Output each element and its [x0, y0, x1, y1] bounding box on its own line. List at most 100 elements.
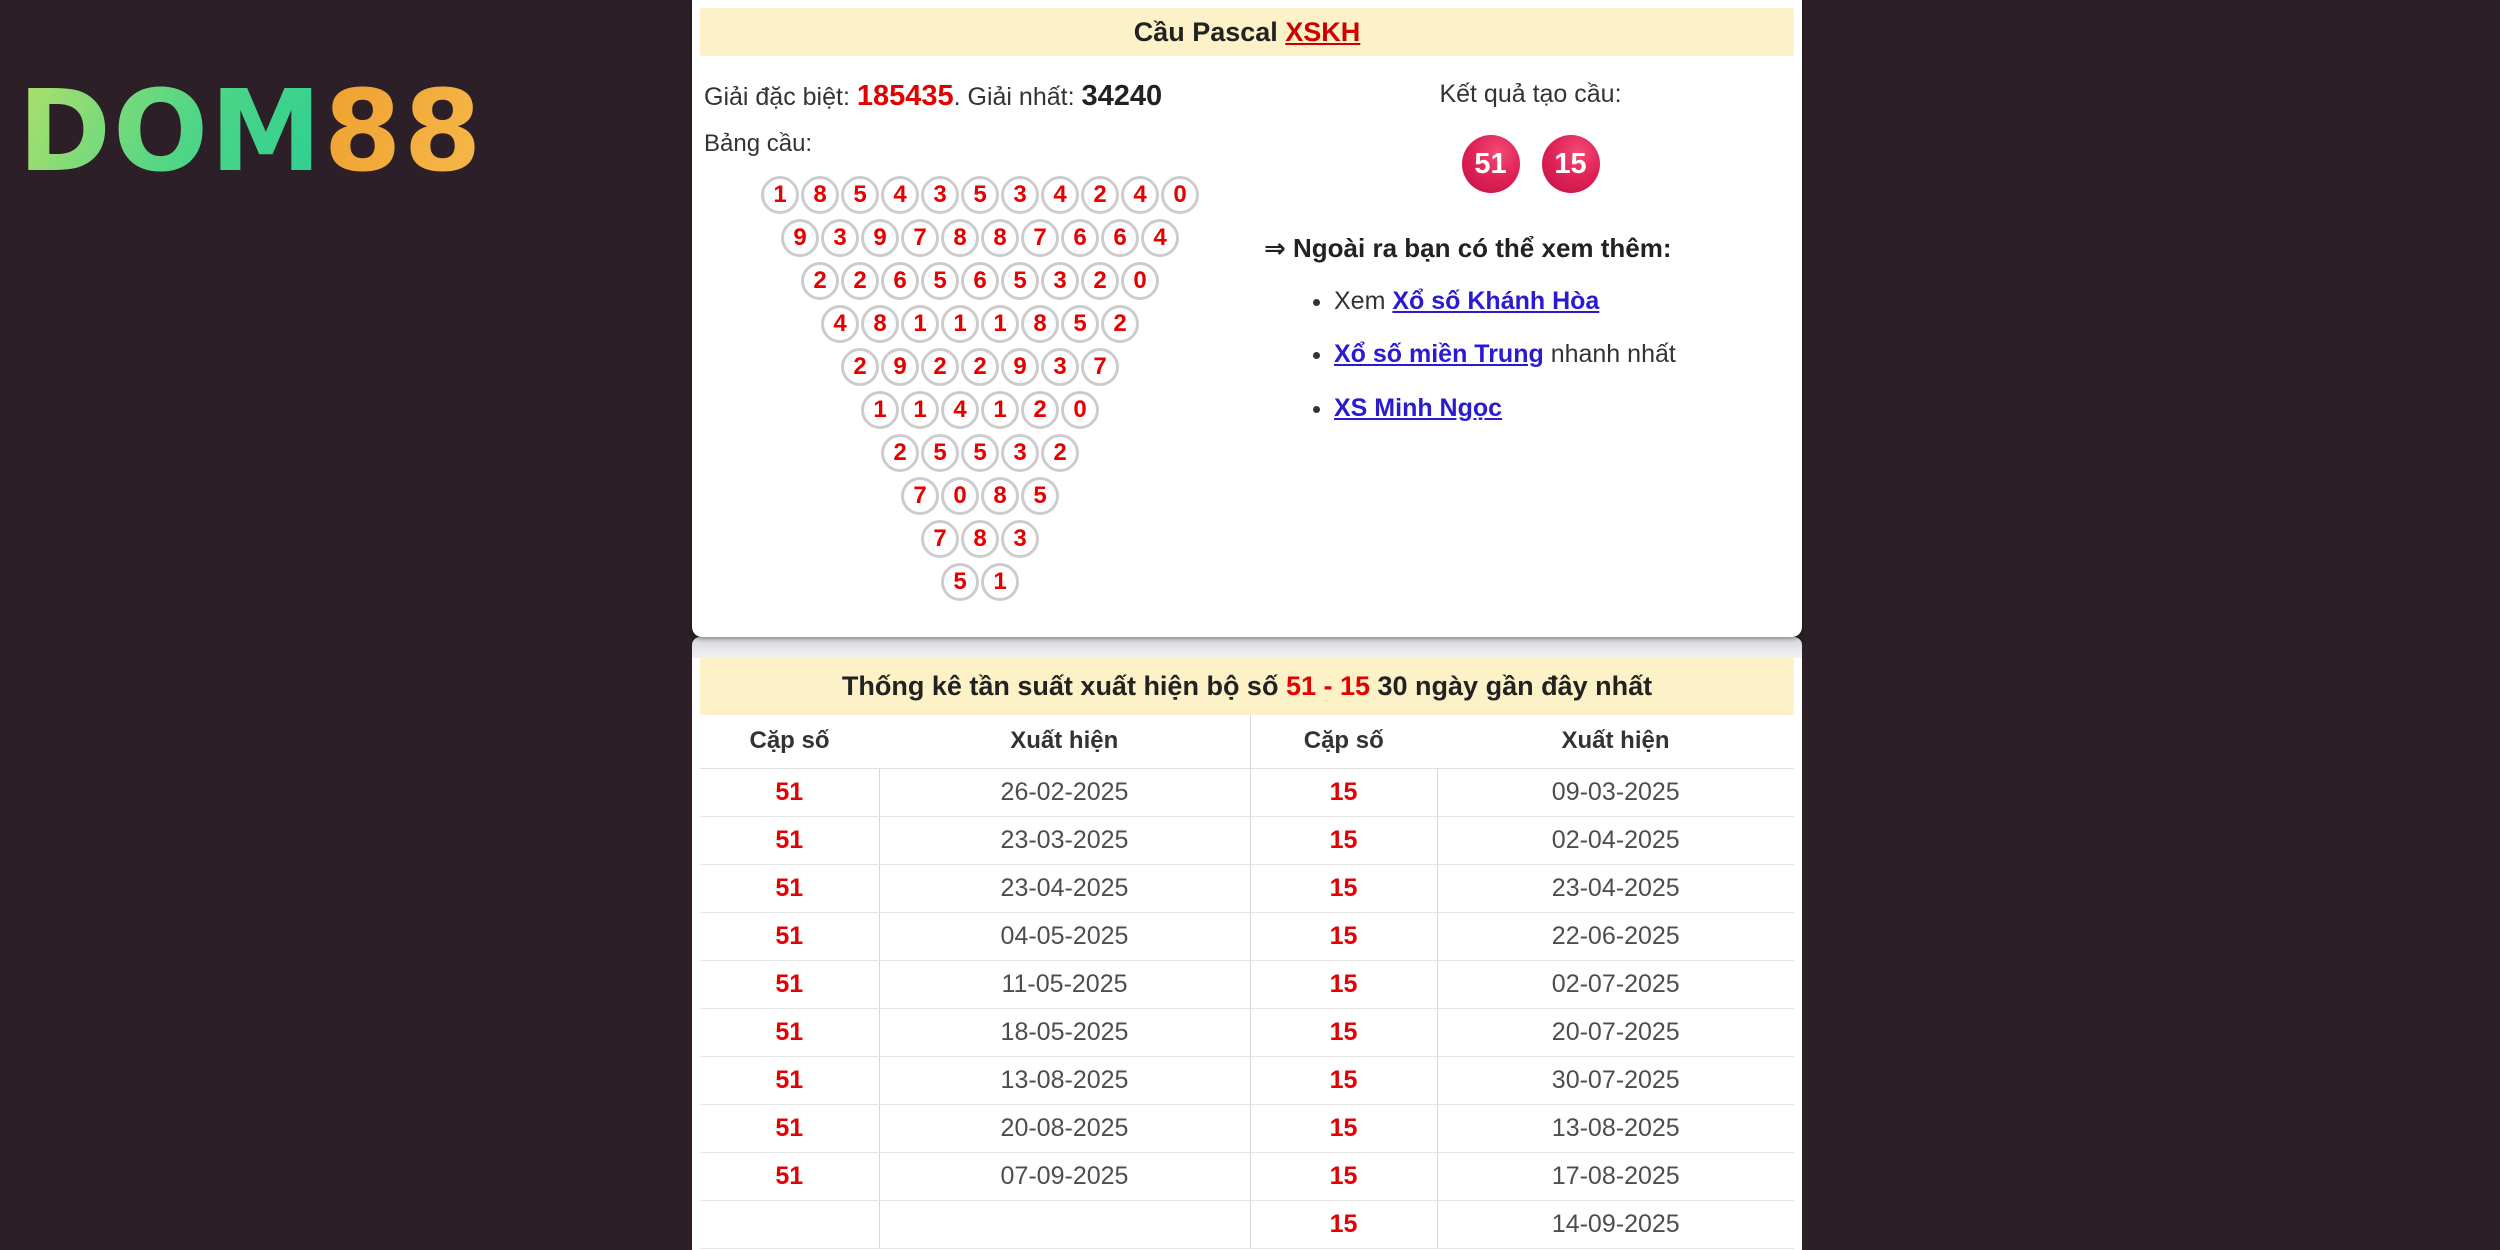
triangle-number: 4	[1141, 219, 1179, 257]
result-ball: 15	[1541, 135, 1600, 193]
table-row: 51 13-08-2025 15 30-07-2025	[700, 1056, 1794, 1105]
triangle-number: 4	[1041, 176, 1079, 214]
panel1-title: Cầu Pascal XSKH	[1134, 17, 1361, 47]
triangle-number: 2	[841, 348, 879, 386]
triangle-number: 4	[821, 305, 859, 343]
pair-cell: 15	[1250, 1104, 1438, 1153]
triangle-number: 2	[1101, 305, 1139, 343]
triangle-number: 8	[981, 219, 1019, 257]
triangle-number: 7	[1081, 348, 1119, 386]
frequency-column-header: Xuất hiện	[879, 715, 1251, 769]
date-cell: 14-09-2025	[1437, 1200, 1794, 1249]
triangle-number: 4	[1121, 176, 1159, 214]
date-cell: 02-04-2025	[1437, 816, 1794, 865]
frequency-table-header-row: Cặp số Xuất hiện Cặp số Xuất hiện	[700, 715, 1794, 769]
triangle-number: 0	[1061, 391, 1099, 429]
prize-line: Giải đặc biệt: 185435. Giải nhất: 34240	[704, 80, 1260, 113]
triangle-number: 4	[881, 176, 919, 214]
triangle-number: 2	[841, 262, 879, 300]
triangle-number: 6	[881, 262, 919, 300]
date-cell	[879, 1200, 1251, 1249]
more-link[interactable]: XS Minh Ngọc	[1334, 393, 1503, 422]
pair-cell: 15	[1250, 768, 1438, 817]
date-cell: 13-08-2025	[879, 1056, 1251, 1105]
triangle-number: 4	[941, 391, 979, 429]
triangle-number: 1	[981, 563, 1019, 601]
result-balls: 51 15	[1258, 135, 1803, 193]
pair-cell: 51	[700, 816, 880, 865]
main-content-column: Cầu Pascal XSKH Giải đặc biệt: 185435. G…	[692, 0, 1802, 1250]
table-row: 51 20-08-2025 15 13-08-2025	[700, 1104, 1794, 1153]
pair-cell: 15	[1250, 912, 1438, 961]
triangle-number: 8	[801, 176, 839, 214]
more-link-item: Xổ số miền Trung nhanh nhất	[1334, 339, 1803, 370]
table-row: 51 23-03-2025 15 02-04-2025	[700, 816, 1794, 865]
triangle-number: 6	[1101, 219, 1139, 257]
triangle-number: 3	[921, 176, 959, 214]
date-cell: 02-07-2025	[1437, 960, 1794, 1009]
triangle-number: 6	[961, 262, 999, 300]
more-links-list: Xem Xổ số Khánh Hòa Xổ số miền Trung nhan…	[1258, 286, 1803, 424]
triangle-number: 3	[1041, 262, 1079, 300]
pair-cell: 51	[700, 1008, 880, 1057]
frequency-column-header: Cặp số	[1250, 715, 1437, 769]
special-prize-value: 185435	[856, 80, 954, 112]
date-cell: 30-07-2025	[1437, 1056, 1794, 1105]
more-link-prefix: Xem	[1334, 287, 1393, 315]
date-cell: 17-08-2025	[1437, 1152, 1794, 1201]
date-cell: 11-05-2025	[879, 960, 1251, 1009]
panel2-title-prefix: Thống kê tần suất xuất hiện bộ số	[841, 671, 1286, 701]
triangle-number: 1	[901, 305, 939, 343]
triangle-number: 1	[901, 391, 939, 429]
triangle-number: 8	[961, 520, 999, 558]
dom88-logo[interactable]: DOM88	[18, 76, 484, 188]
more-link[interactable]: Xổ số miền Trung	[1334, 340, 1544, 369]
date-cell: 04-05-2025	[879, 912, 1251, 961]
pair-cell: 51	[700, 1104, 880, 1153]
triangle-number: 5	[961, 176, 999, 214]
table-row: 51 07-09-2025 15 17-08-2025	[700, 1152, 1794, 1201]
pair-cell: 51	[700, 1056, 880, 1105]
triangle-number: 3	[1001, 520, 1039, 558]
panel1-title-band: Cầu Pascal XSKH	[700, 8, 1794, 56]
more-link[interactable]: Xổ số Khánh Hòa	[1392, 287, 1600, 315]
triangle-number: 5	[921, 262, 959, 300]
triangle-number: 8	[941, 219, 979, 257]
triangle-number: 9	[861, 219, 899, 257]
table-row: 51 18-05-2025 15 20-07-2025	[700, 1008, 1794, 1057]
pair-cell: 15	[1250, 1008, 1438, 1057]
triangle-number: 0	[1161, 176, 1199, 214]
bang-cau-label: Bảng cầu:	[704, 130, 813, 157]
panel2-title-suffix: 30 ngày gần đây nhất	[1370, 671, 1653, 701]
triangle-number: 1	[981, 305, 1019, 343]
triangle-number: 1	[861, 391, 899, 429]
frequency-column-header: Cặp số	[700, 715, 879, 769]
triangle-number: 2	[1041, 434, 1079, 472]
panel1-title-text: Cầu Pascal	[1133, 17, 1286, 47]
triangle-number: 8	[861, 305, 899, 343]
triangle-number: 9	[1001, 348, 1039, 386]
triangle-number: 2	[921, 348, 959, 386]
table-row: 15 14-09-2025	[700, 1200, 1794, 1249]
first-prize-label: . Giải nhất:	[953, 83, 1082, 111]
more-heading: ⇒ Ngoài ra bạn có thể xem thêm:	[1264, 233, 1672, 263]
bridge-right-column: Kết quả tạo cầu: 51 15 ⇒ Ngoài ra bạn có …	[1258, 56, 1803, 446]
panel2-title: Thống kê tần suất xuất hiện bộ số 51 - 1…	[842, 671, 1652, 701]
triangle-number: 7	[1021, 219, 1059, 257]
triangle-number: 2	[1021, 391, 1059, 429]
pair-cell: 51	[700, 960, 880, 1009]
xskh-link[interactable]: XSKH	[1285, 17, 1361, 47]
triangle-number: 9	[781, 219, 819, 257]
triangle-number: 2	[1081, 176, 1119, 214]
triangle-number: 2	[881, 434, 919, 472]
pair-cell: 51	[700, 864, 880, 913]
frequency-column-header: Xuất hiện	[1437, 715, 1794, 769]
triangle-number: 3	[1041, 348, 1079, 386]
pair-cell: 15	[1250, 960, 1438, 1009]
